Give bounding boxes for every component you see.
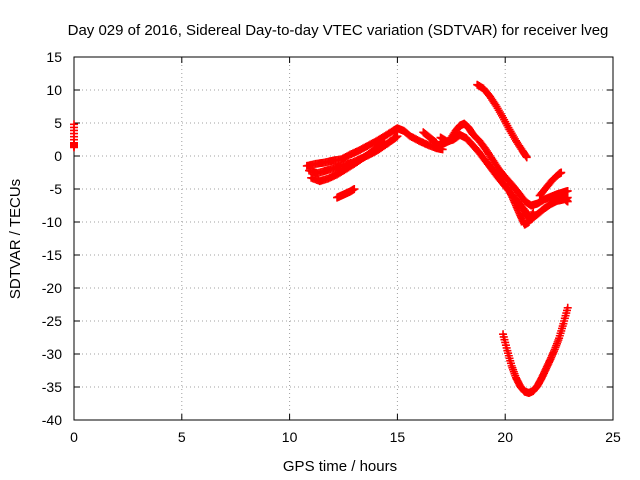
series-11 [473,80,531,162]
y-tick-label: 15 [46,49,62,65]
axis-ticks: 0 5 10 15 20 25 15 10 5 0 -5 -10 -15 -20 -25 -30 -35 -40 [42,49,621,445]
series-12 [499,303,572,397]
y-tick-label: -10 [42,214,62,230]
x-tick-label: 0 [70,429,78,445]
data-points [70,80,572,397]
y-tick-label: 5 [54,115,62,131]
series-5 [419,128,441,147]
data-point [522,153,531,162]
data-point [529,208,538,217]
y-tick-label: -25 [42,313,62,329]
data-point [557,168,566,177]
series-10 [561,195,572,206]
series-4 [333,185,359,202]
x-tick-label: 15 [390,429,406,445]
x-tick-label: 25 [605,429,621,445]
x-tick-label: 5 [178,429,186,445]
series-6 [432,119,572,210]
y-tick-label: -5 [50,181,63,197]
grid-lines [74,57,613,420]
y-tick-label: -40 [42,412,62,428]
y-tick-label: -15 [42,247,62,263]
series-3 [307,137,389,186]
data-point [379,138,388,147]
chart-title: Day 029 of 2016, Sidereal Day-to-day VTE… [68,22,609,39]
series-8 [503,183,538,229]
data-point [380,137,389,146]
y-tick-label: -35 [42,379,62,395]
y-tick-label: -30 [42,346,62,362]
x-tick-label: 20 [497,429,513,445]
data-point [70,143,78,152]
y-axis-label: SDTVAR / TECUs [7,179,24,299]
y-tick-label: 10 [46,82,62,98]
y-tick-label: 0 [54,148,62,164]
data-point [563,197,572,206]
y-tick-label: -20 [42,280,62,296]
series-0 [70,120,78,152]
plot-frame [73,56,614,421]
x-axis-label: GPS time / hours [283,458,397,475]
data-point [393,132,402,141]
data-point [350,185,359,193]
x-tick-label: 10 [282,429,298,445]
data-point [563,303,572,312]
series-9 [535,168,566,200]
